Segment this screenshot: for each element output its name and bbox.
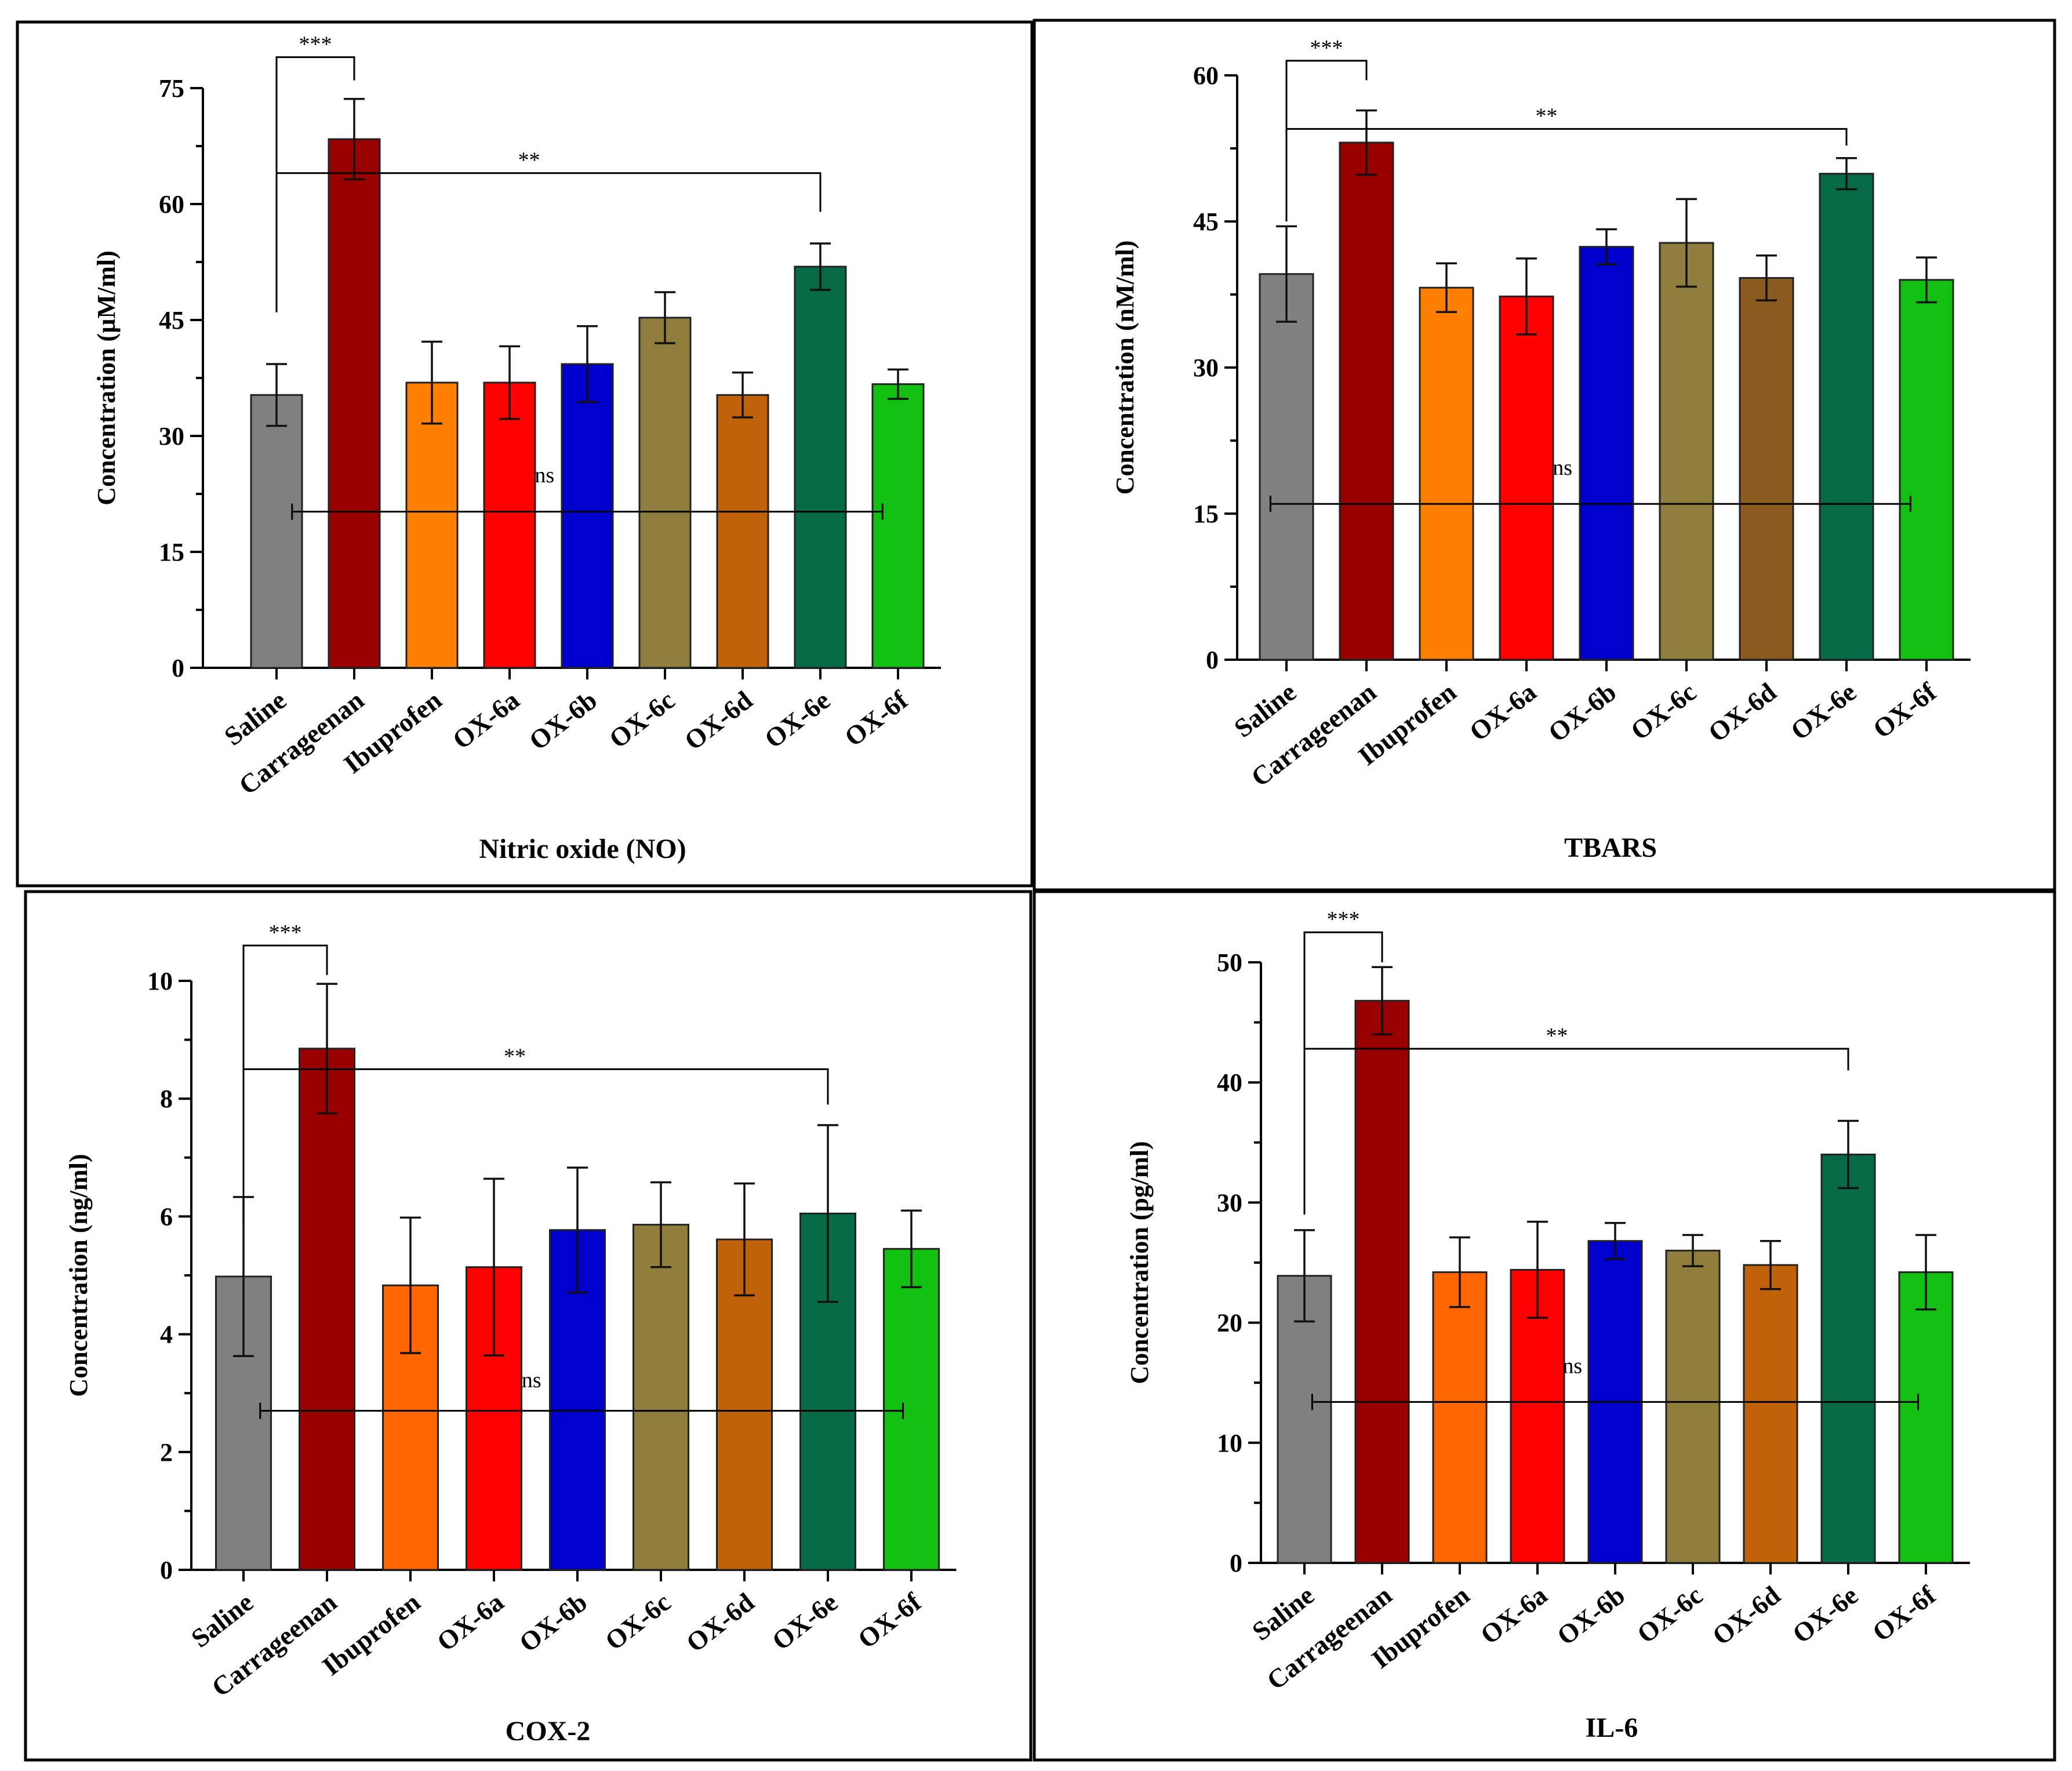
y-tick-label: 15 <box>1193 500 1219 528</box>
bar-ox-6c <box>1659 242 1714 661</box>
bar-ox-6e <box>794 266 847 669</box>
bar-ox-6e <box>1820 1154 1876 1564</box>
bar-ox-6c <box>1665 1249 1721 1564</box>
bar-ox-6d <box>716 394 769 669</box>
y-tick-label: 30 <box>1217 1188 1242 1217</box>
significance-label: *** <box>299 32 332 57</box>
bar-carrageenan <box>299 1048 355 1571</box>
significance-label: *** <box>269 921 302 945</box>
y-tick-label: 20 <box>1217 1309 1242 1337</box>
y-axis-label: Concentration (ng/ml) <box>64 1154 93 1397</box>
y-tick-label: 45 <box>159 306 184 334</box>
bar-ox-6e <box>1819 173 1874 661</box>
bar-ox-6c <box>638 317 692 669</box>
bar-carrageenan <box>328 138 381 669</box>
significance-label: *** <box>1327 907 1360 932</box>
bar-ox-6d <box>1739 277 1794 661</box>
y-tick-label: 2 <box>160 1438 173 1467</box>
significance-label: ns <box>535 463 554 488</box>
y-tick-label: 40 <box>1217 1068 1242 1097</box>
chart-title: IL-6 <box>1586 1712 1638 1743</box>
y-axis-label: Concentration (µM/ml) <box>92 250 121 506</box>
y-tick-label: 60 <box>1193 61 1219 90</box>
bar-ox-6b <box>561 363 614 669</box>
significance-bracket <box>1285 128 1848 221</box>
bar-saline <box>1259 273 1314 661</box>
bar-ibuprofen <box>405 381 459 669</box>
bar-ox-6b <box>1579 246 1634 661</box>
bar-ox-6f <box>871 383 925 669</box>
y-tick-label: 0 <box>160 1556 173 1584</box>
significance-label: ns <box>1562 1354 1582 1379</box>
significance-label: ** <box>1536 104 1558 128</box>
chart-title: COX-2 <box>506 1716 591 1747</box>
significance-label: ns <box>522 1368 541 1392</box>
bar-saline <box>250 394 303 669</box>
significance-label: ns <box>1553 456 1572 480</box>
y-tick-label: 10 <box>1217 1429 1242 1457</box>
y-tick-label: 30 <box>159 422 184 450</box>
bar-carrageenan <box>1354 999 1410 1564</box>
bar-ox-6d <box>1743 1264 1798 1564</box>
y-tick-label: 4 <box>160 1321 173 1349</box>
chart-title: Nitric oxide (NO) <box>479 834 686 864</box>
y-tick-label: 30 <box>1193 354 1219 382</box>
y-axis-label: Concentration (pg/ml) <box>1125 1141 1154 1384</box>
panel-frame <box>24 890 1033 1762</box>
significance-bracket <box>275 172 821 312</box>
y-tick-label: 6 <box>160 1202 173 1231</box>
bar-ox-6f <box>1898 1271 1954 1564</box>
chart-title: TBARS <box>1564 832 1657 863</box>
bar-ox-6a <box>1510 1268 1565 1564</box>
y-tick-label: 45 <box>1193 208 1219 236</box>
significance-label: ** <box>1546 1024 1568 1048</box>
bar-ox-6f <box>883 1248 940 1571</box>
bar-ox-6c <box>632 1224 689 1571</box>
y-tick-label: 0 <box>1206 646 1219 674</box>
y-tick-label: 0 <box>1230 1549 1242 1577</box>
y-tick-label: 8 <box>160 1085 173 1113</box>
bar-ox-6a <box>1499 295 1554 661</box>
significance-label: ** <box>518 148 540 173</box>
significance-bracket <box>1303 1048 1849 1215</box>
y-tick-label: 50 <box>1217 948 1242 977</box>
bar-saline <box>1277 1275 1332 1564</box>
y-axis-label: Concentration (nM/ml) <box>1111 241 1139 495</box>
significance-bracket <box>242 1068 829 1223</box>
bar-carrageenan <box>1339 141 1394 661</box>
bar-ox-6f <box>1899 279 1954 661</box>
y-tick-label: 60 <box>159 190 184 219</box>
y-tick-label: 15 <box>159 538 184 566</box>
bar-ibuprofen <box>1432 1271 1488 1564</box>
y-tick-label: 0 <box>172 654 184 682</box>
y-tick-label: 75 <box>159 74 184 103</box>
bar-ox-6a <box>483 381 536 669</box>
significance-label: ** <box>504 1044 526 1068</box>
y-tick-label: 10 <box>147 967 173 995</box>
significance-label: *** <box>1310 36 1343 60</box>
bar-ibuprofen <box>1419 286 1474 661</box>
